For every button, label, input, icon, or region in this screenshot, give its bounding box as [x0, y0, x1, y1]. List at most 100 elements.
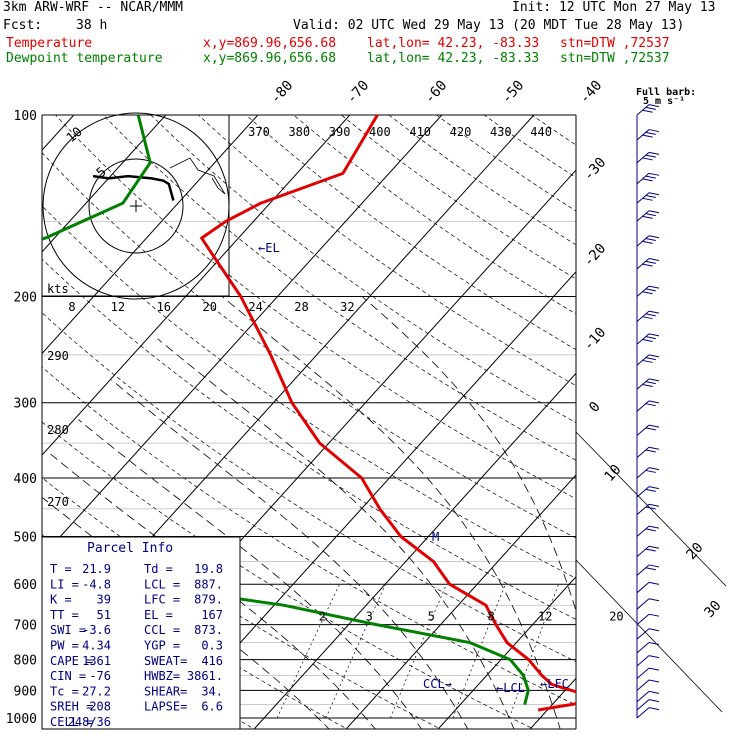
isotherm-label: -20 — [581, 241, 610, 271]
isotherm-line — [42, 115, 259, 355]
isotherm-label: 10 — [601, 462, 624, 485]
parcel-info-cell: 879. — [194, 593, 223, 607]
isotherm-line — [42, 115, 443, 558]
isotherm-line — [42, 115, 167, 253]
lcl-marker: ←LCL — [496, 681, 525, 695]
parcel-info-cell: LI = — [50, 577, 79, 591]
theta-label: 400 — [369, 125, 391, 139]
dry-adiabat — [42, 312, 576, 663]
moist-adiabat — [78, 419, 423, 729]
dry-adiabat — [42, 258, 576, 620]
hodograph-speed-label: 32 — [340, 300, 354, 314]
isotherm-extension — [575, 559, 723, 713]
dry-adiabat — [102, 115, 576, 461]
parcel-info-cell: LCL = — [144, 577, 180, 591]
wind-barb — [636, 210, 660, 222]
dewpoint-latlon: lat,lon= 42.23, -83.33 — [367, 51, 540, 66]
parcel-info-cell: 887. — [194, 577, 223, 591]
parcel-info-cell: 873. — [194, 623, 223, 637]
hodograph-trace — [92, 174, 175, 201]
mixing-ratio-line — [325, 584, 387, 719]
temperature-xy: x,y=869.96,656.68 — [203, 36, 337, 51]
isotherm-line — [437, 575, 576, 729]
dewpoint-profile — [42, 115, 530, 705]
wind-barb — [636, 424, 660, 436]
dry-adiabat — [483, 115, 576, 179]
valid-time: Valid: 02 UTC Wed 29 May 13 (20 MDT Tue … — [293, 18, 685, 33]
pressure-label: 500 — [14, 530, 37, 545]
wind-barb — [636, 581, 660, 594]
wind-barb — [636, 467, 660, 479]
parcel-info-cell: Tc = — [50, 684, 79, 698]
pressure-label: 900 — [14, 684, 37, 699]
theta-label: 430 — [490, 125, 512, 139]
temperature-latlon: lat,lon= 42.23, -83.33 — [367, 36, 540, 51]
wind-barb — [636, 486, 660, 498]
wind-barb — [636, 613, 660, 625]
hodograph-ring-outer — [42, 112, 230, 300]
isotherm-label: -80 — [268, 78, 297, 108]
wind-barb — [636, 446, 660, 459]
dry-adiabat — [42, 152, 576, 539]
mixing-ratio-label: 3 — [366, 610, 373, 624]
wind-barb — [636, 545, 660, 558]
theta-left-label: 290 — [47, 349, 69, 363]
parcel-info-cell: SREH = — [50, 700, 93, 714]
wind-barb — [636, 503, 660, 516]
isotherm-label: 0 — [586, 399, 604, 416]
m-marker: M — [432, 530, 439, 544]
parcel-info-cell: 6.6 — [201, 700, 223, 714]
forecast-hours: 38 h — [76, 18, 108, 33]
parcel-info-cell: 0.3 — [201, 639, 223, 653]
mixing-ratio-line — [390, 584, 447, 719]
wind-barb — [636, 690, 660, 703]
isotherm-line — [253, 372, 576, 729]
parcel-info-cell: 27.2 — [82, 684, 111, 698]
pressure-label: 800 — [14, 654, 37, 669]
temperature-legend: Temperature — [6, 36, 93, 51]
full-barb-label: Full barb: — [636, 87, 696, 98]
wind-barb — [636, 699, 660, 711]
parcel-info-cell: HWBZ= — [144, 669, 180, 683]
moist-adiabat — [50, 453, 376, 729]
parcel-info-cell: CCL = — [144, 623, 180, 637]
parcel-info-cell: 19.8 — [194, 562, 223, 576]
hodograph-speed-label: 16 — [157, 300, 171, 314]
parcel-info-cell: -4.8 — [82, 577, 111, 591]
mixing-ratio-label: 12 — [538, 610, 552, 624]
theta-left-label: 280 — [47, 423, 69, 437]
parcel-info-cell: CAPE = — [50, 654, 93, 668]
dry-adiabat — [436, 115, 576, 212]
wind-barb — [636, 679, 660, 691]
isotherm-line — [42, 115, 351, 456]
moist-adiabat — [111, 379, 469, 729]
parcel-info-panel — [41, 536, 241, 730]
parcel-info-cell: LFC = — [144, 593, 180, 607]
parcel-info-cell: SHEAR= — [144, 684, 187, 698]
isotherm-line — [345, 474, 576, 729]
pressure-label: 600 — [14, 578, 37, 593]
dewpoint-legend: Dewpoint temperature — [6, 51, 163, 66]
parcel-info-cell: CIN = — [50, 669, 86, 683]
hodograph-speed-label: 20 — [202, 300, 216, 314]
wind-barb — [636, 655, 660, 667]
isotherm-extension — [575, 431, 727, 587]
dry-adiabat — [579, 115, 740, 731]
temperature-profile — [200, 115, 576, 712]
parcel-info-cell: 39 — [97, 593, 111, 607]
wind-barb — [636, 667, 660, 679]
isotherm-label: -70 — [344, 78, 373, 108]
wind-barb — [636, 172, 660, 185]
ccl-marker: CCL→ — [423, 677, 452, 691]
dry-adiabat — [245, 115, 576, 350]
mixing-ratio-label: 5 — [428, 610, 435, 624]
wind-barb — [636, 310, 660, 322]
pressure-label: 1000 — [6, 712, 37, 727]
moist-adiabat — [157, 338, 515, 729]
isotherm-label: -30 — [581, 155, 610, 185]
dewpoint-xy: x,y=869.96,656.68 — [203, 51, 337, 66]
dry-adiabat — [42, 205, 576, 579]
parcel-info-cell: 3861. — [187, 669, 223, 683]
dry-adiabat — [675, 115, 740, 731]
parcel-info-cell: 248/36 — [68, 715, 111, 729]
